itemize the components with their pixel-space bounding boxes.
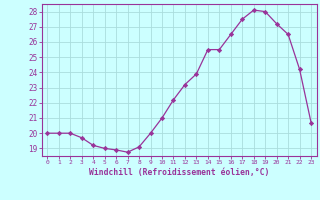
X-axis label: Windchill (Refroidissement éolien,°C): Windchill (Refroidissement éolien,°C) xyxy=(89,168,269,177)
